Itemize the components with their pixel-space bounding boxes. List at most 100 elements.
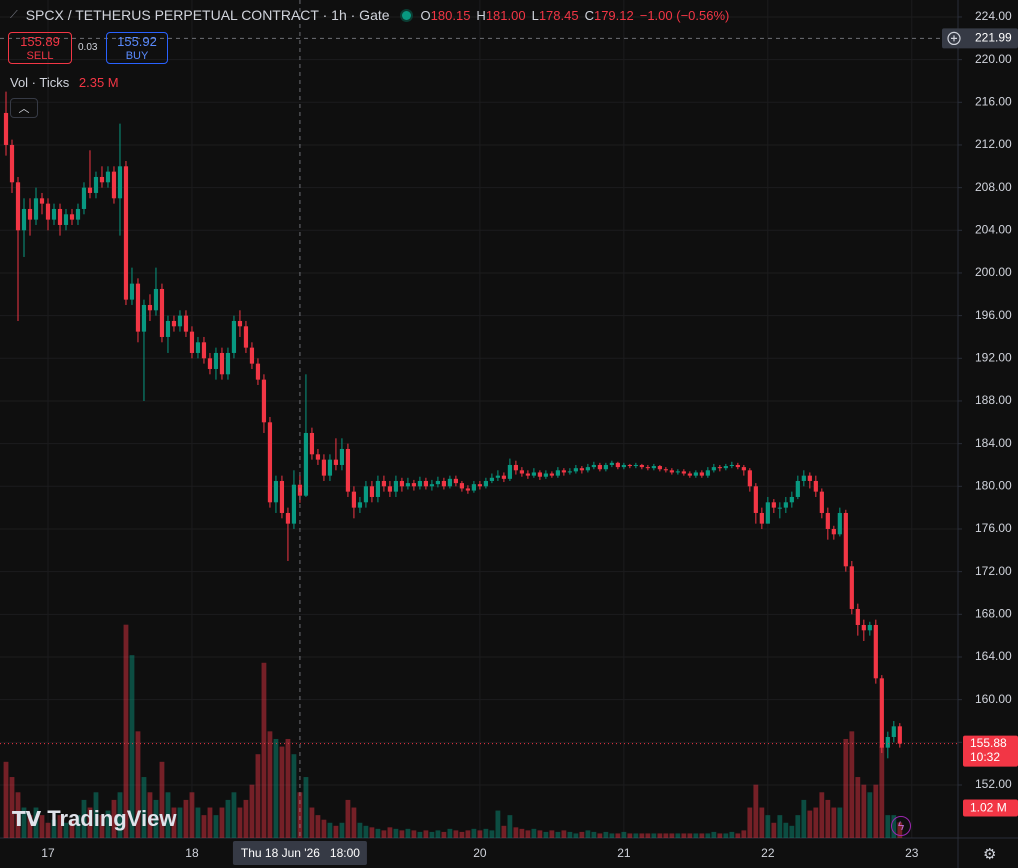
volume-bar xyxy=(165,792,171,838)
volume-bar xyxy=(459,831,465,838)
sell-button[interactable]: 155.89 SELL xyxy=(8,32,72,64)
candle-body xyxy=(651,466,656,469)
y-tick-label: 152.00 xyxy=(975,777,1012,791)
candle-body xyxy=(309,432,315,455)
buy-button[interactable]: 155.92 BUY xyxy=(106,32,168,64)
volume-bar xyxy=(441,831,447,838)
settings-button[interactable]: ⚙ xyxy=(983,846,997,863)
volume-bar xyxy=(471,828,477,838)
candle-body xyxy=(201,342,207,359)
candle-body xyxy=(621,464,626,468)
change: −1.00 (−0.56%) xyxy=(639,7,730,23)
candle-body xyxy=(33,198,39,220)
candle-body xyxy=(27,208,33,220)
candle-body xyxy=(867,624,872,631)
volume-bar xyxy=(651,833,657,838)
volume-bar xyxy=(363,825,369,838)
volume-bar xyxy=(831,807,837,838)
collapse-button[interactable]: ︿ xyxy=(10,98,38,118)
candle-body xyxy=(111,171,117,199)
volume-bar xyxy=(879,746,885,838)
volume-bar xyxy=(297,792,303,838)
ohlc-item: H181.00 xyxy=(476,8,525,23)
y-tick-label: 208.00 xyxy=(975,180,1012,194)
volume-bar xyxy=(219,807,225,838)
volume-bar xyxy=(795,815,801,838)
volume-bar xyxy=(789,825,795,838)
candle-body xyxy=(741,467,746,471)
x-tick-label: 23 xyxy=(905,846,919,860)
y-tick-label: 220.00 xyxy=(975,52,1012,66)
volume-bar xyxy=(555,831,561,838)
volume-bar xyxy=(243,799,249,838)
candle-body xyxy=(519,470,524,474)
candle-body xyxy=(573,468,578,472)
candle-body xyxy=(387,486,393,492)
indicator-name[interactable]: Vol · Ticks xyxy=(10,75,70,90)
candle-body xyxy=(9,144,15,183)
candle-body xyxy=(57,208,63,225)
volume-bar xyxy=(417,831,423,838)
candle-body xyxy=(849,566,854,609)
volume-bar xyxy=(111,799,117,838)
candle-body xyxy=(261,379,267,423)
volume-bar xyxy=(63,822,69,838)
volume-bar xyxy=(483,828,489,838)
candle-body xyxy=(687,473,692,476)
volume-bar xyxy=(663,833,669,838)
crosshair-add-icon xyxy=(947,31,961,46)
volume-bar xyxy=(687,833,693,838)
volume-bar xyxy=(231,792,237,838)
candle-body xyxy=(837,512,842,535)
ohlc-key: L xyxy=(531,7,539,23)
candle-body xyxy=(105,171,111,183)
candle-body xyxy=(63,214,69,225)
volume-bar xyxy=(279,746,285,838)
x-tick-label: 22 xyxy=(761,846,775,860)
volume-bar xyxy=(123,624,129,838)
volume-bar xyxy=(693,833,699,838)
volume-bar xyxy=(309,807,315,838)
candle-body xyxy=(657,466,662,470)
volume-bar xyxy=(765,815,771,838)
candle-body xyxy=(549,473,554,476)
branding: 𝗧𝗩 TradingView xyxy=(12,806,176,832)
candle-body xyxy=(291,484,297,524)
volume-bar xyxy=(345,799,351,838)
y-tick-label: 160.00 xyxy=(975,692,1012,706)
y-tick-label: 200.00 xyxy=(975,265,1012,279)
volume-bar xyxy=(585,830,591,838)
sell-price: 155.89 xyxy=(20,34,60,49)
candle-body xyxy=(717,467,722,469)
symbol-title[interactable]: SPCX / TETHERUS PERPETUAL CONTRACT · 1h … xyxy=(25,7,390,23)
ohlc-value: 180.15 xyxy=(430,7,471,23)
volume-bar xyxy=(867,792,873,838)
buy-price: 155.92 xyxy=(117,34,157,49)
candle-body xyxy=(585,467,590,471)
lightning-button[interactable]: ϟ xyxy=(891,816,911,836)
volume-bar xyxy=(225,799,231,838)
volume-bar xyxy=(807,810,813,838)
volume-bar xyxy=(117,792,123,838)
volume-bar xyxy=(849,731,855,838)
volume-bar xyxy=(333,825,339,838)
volume-bar xyxy=(639,833,645,838)
volume-bar xyxy=(741,830,747,838)
candle-body xyxy=(513,464,518,471)
candle-body xyxy=(633,464,638,467)
candle-body xyxy=(477,484,482,487)
volume-bar xyxy=(411,830,417,838)
volume-bar xyxy=(873,784,879,838)
plot-background xyxy=(0,0,958,838)
volume-bar xyxy=(561,830,567,838)
volume-bar xyxy=(495,810,501,838)
volume-bar xyxy=(183,799,189,838)
y-tick-label: 180.00 xyxy=(975,478,1012,492)
volume-bar xyxy=(291,754,297,838)
candle-body xyxy=(615,462,620,468)
indicator-value: 2.35 M xyxy=(78,75,119,90)
candle-body xyxy=(777,507,782,509)
candle-body xyxy=(135,283,141,332)
volume-bar xyxy=(519,828,525,838)
